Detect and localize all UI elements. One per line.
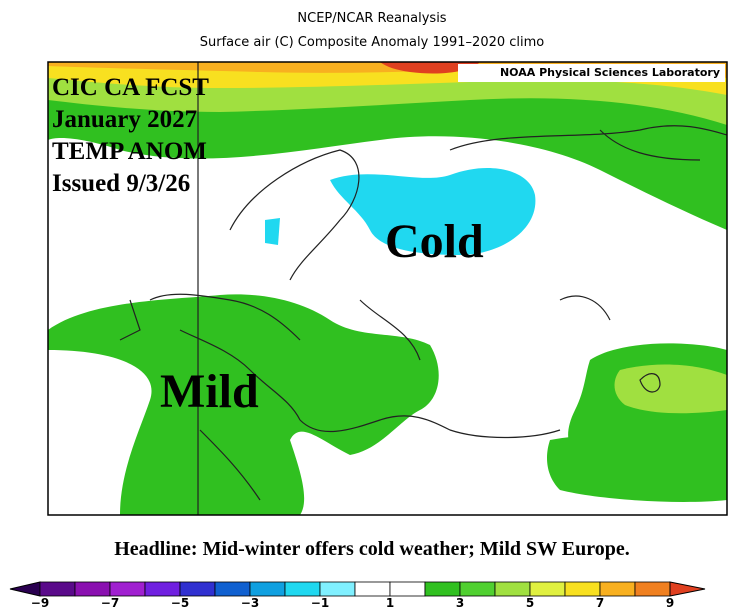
headline: Headline: Mid-winter offers cold weather… bbox=[114, 538, 630, 560]
colorbar-label: 9 bbox=[666, 596, 674, 610]
colorbar-segment bbox=[249, 581, 286, 597]
colorbar-segment bbox=[354, 581, 391, 597]
colorbar-segment bbox=[74, 581, 111, 597]
colorbar-label: −1 bbox=[311, 596, 329, 610]
colorbar-segment bbox=[109, 581, 146, 597]
title: NCEP/NCAR Reanalysis bbox=[297, 11, 446, 26]
colorbar-segment bbox=[564, 581, 601, 597]
colorbar-label: 5 bbox=[526, 596, 534, 610]
colorbar-segment bbox=[284, 581, 321, 597]
colorbar-segment bbox=[39, 581, 76, 597]
colorbar-arrow bbox=[669, 581, 706, 597]
map: NOAA Physical Sciences Laboratory CIC CA… bbox=[47, 61, 728, 516]
colorbar-segment bbox=[179, 581, 216, 597]
overlay-text: Issued 9/3/26 bbox=[52, 170, 190, 197]
colorbar-label: 7 bbox=[596, 596, 604, 610]
colorbar-label: −7 bbox=[101, 596, 119, 610]
colorbar-segment bbox=[599, 581, 636, 597]
region-label: Mild bbox=[160, 365, 259, 418]
colorbar-label: −3 bbox=[241, 596, 259, 610]
colorbar-segment bbox=[144, 581, 181, 597]
subtitle: Surface air (C) Composite Anomaly 1991–2… bbox=[200, 35, 545, 50]
colorbar-segment bbox=[459, 581, 496, 597]
colorbar-arrow bbox=[9, 581, 41, 597]
colorbar-segment bbox=[319, 581, 356, 597]
overlay-text: January 2027 bbox=[52, 106, 197, 133]
overlay-text: TEMP ANOM bbox=[52, 138, 207, 165]
overlay-text: CIC CA FCST bbox=[52, 74, 209, 101]
colorbar-label: 3 bbox=[456, 596, 464, 610]
region-label: Cold bbox=[385, 215, 484, 268]
colorbar-label: −5 bbox=[171, 596, 189, 610]
colorbar: −9 −7 −5 −3 −1 1 3 5 7 9 bbox=[9, 581, 706, 610]
colorbar-label: 1 bbox=[386, 596, 394, 610]
colorbar-segment bbox=[424, 581, 461, 597]
colorbar-label: −9 bbox=[31, 596, 49, 610]
colorbar-segment bbox=[529, 581, 566, 597]
colorbar-segment bbox=[389, 581, 426, 597]
colorbar-segment bbox=[494, 581, 531, 597]
colorbar-segment bbox=[634, 581, 671, 597]
colorbar-segment bbox=[214, 581, 251, 597]
credit: NOAA Physical Sciences Laboratory bbox=[500, 66, 720, 79]
